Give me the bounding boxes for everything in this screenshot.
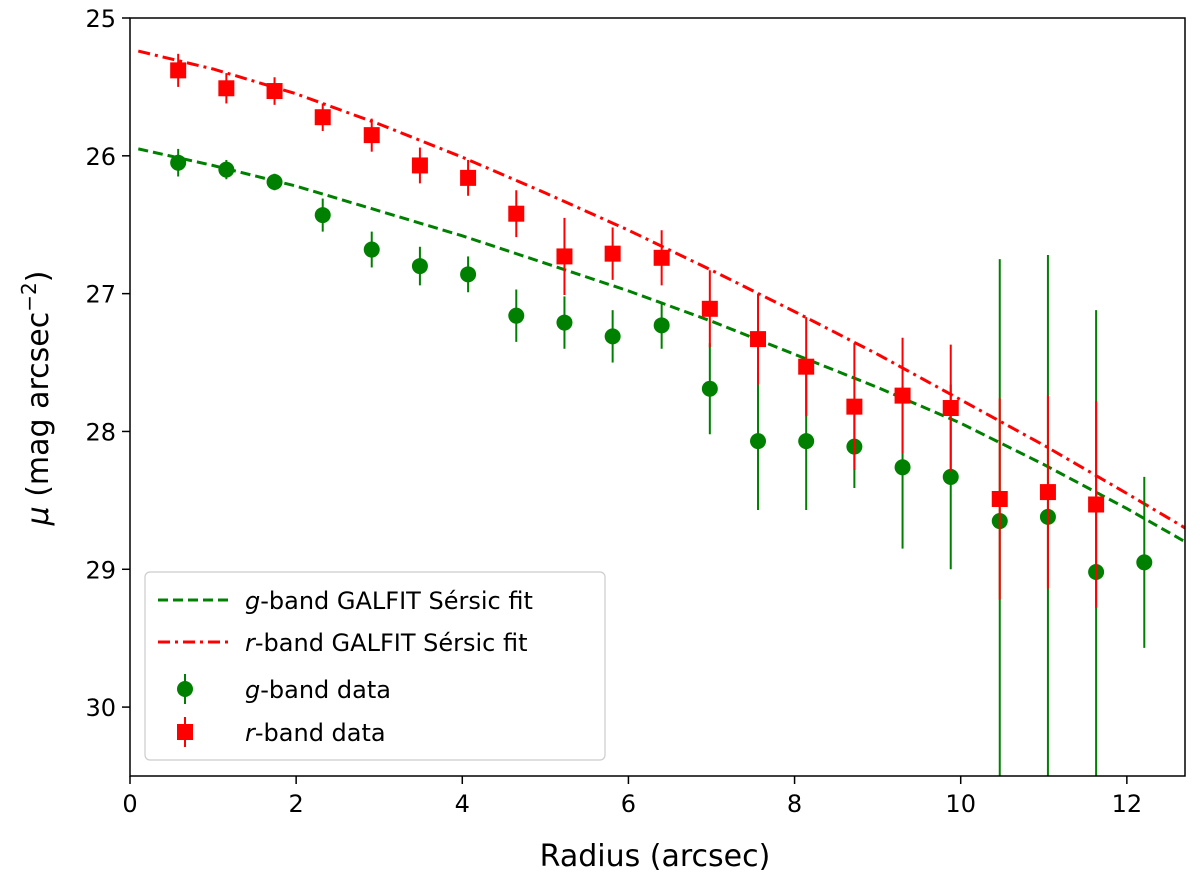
r-data-point <box>508 205 525 222</box>
g-data-point <box>170 154 187 171</box>
r-data-point <box>170 62 187 79</box>
y-axis-label-exponent: −2 <box>17 282 41 311</box>
axes-frame <box>129 17 1186 777</box>
legend-g-fit-text: -band GALFIT Sérsic fit <box>260 587 533 615</box>
g-data-point <box>363 241 380 258</box>
x-tick-label: 12 <box>1112 790 1143 818</box>
legend-r-fit-label: r-band GALFIT Sérsic fit <box>245 629 528 657</box>
r-data-point <box>218 80 235 97</box>
r-data-point <box>314 109 331 126</box>
r-data-point <box>460 169 477 186</box>
g-fit-curve <box>137 147 1185 544</box>
r-data-point <box>846 398 863 415</box>
legend-box <box>144 571 606 761</box>
x-tick-label: 4 <box>455 790 470 818</box>
y-axis-label-close: ) <box>21 271 56 283</box>
g-data-point <box>1136 554 1153 571</box>
r-data-point <box>363 127 380 144</box>
r-data-point <box>411 157 428 174</box>
y-axis-label-text: (mag arcsec <box>21 312 56 507</box>
g-data-point <box>604 328 621 345</box>
y-tick-label: 30 <box>85 694 116 722</box>
r-fit-curve <box>137 49 1185 530</box>
g-data-point <box>701 380 718 397</box>
legend-g-data-text: -band data <box>260 676 391 704</box>
r-data-point <box>556 248 573 265</box>
legend-r-data-text: -band data <box>255 719 386 747</box>
g-data-point <box>218 161 235 178</box>
g-data-point <box>894 459 911 476</box>
g-data-point <box>750 433 767 450</box>
g-data-point <box>556 314 573 331</box>
g-data-point <box>798 433 815 450</box>
g-data-point <box>314 207 331 224</box>
r-data-point <box>1039 484 1056 501</box>
x-tick-label: 8 <box>787 790 802 818</box>
g-data-point <box>460 266 477 283</box>
legend-r-data-label: r-band data <box>245 719 386 747</box>
y-tick-label: 28 <box>85 418 116 446</box>
legend-r-data-marker <box>177 724 193 740</box>
legend-g-data-label: g-band data <box>245 676 391 704</box>
legend: g-band GALFIT Sérsic fit r-band GALFIT S… <box>144 571 606 761</box>
legend-r-data-italic: r <box>245 719 257 747</box>
legend-r-fit-italic: r <box>245 629 257 657</box>
y-tick-label: 27 <box>85 281 116 309</box>
legend-g-data-italic: g <box>245 676 260 704</box>
r-data-point <box>942 400 959 417</box>
r-data-point <box>604 245 621 262</box>
axis-ticks: 0 2 4 6 8 10 12 25 26 27 28 29 30 <box>85 5 1142 818</box>
x-axis-label: Radius (arcsec) <box>540 839 771 874</box>
x-tick-label: 10 <box>945 790 976 818</box>
y-tick-label: 26 <box>85 143 116 171</box>
legend-g-fit-label: g-band GALFIT Sérsic fit <box>245 587 533 615</box>
r-data-point <box>894 387 911 404</box>
legend-g-fit-italic: g <box>245 587 260 615</box>
x-tick-label: 2 <box>289 790 304 818</box>
r-data-point <box>750 331 767 348</box>
r-data-point <box>798 358 815 375</box>
g-data-point <box>508 307 525 324</box>
g-data-point <box>266 174 283 191</box>
y-tick-label: 29 <box>85 556 116 584</box>
g-data-point <box>411 258 428 275</box>
r-data-point <box>1088 496 1105 513</box>
r-data-point <box>701 300 718 317</box>
plot-area <box>137 49 1185 776</box>
x-tick-label: 0 <box>122 790 137 818</box>
legend-g-data-marker <box>177 681 193 697</box>
x-tick-label: 6 <box>621 790 636 818</box>
g-data-point <box>942 468 959 485</box>
legend-r-fit-text: -band GALFIT Sérsic fit <box>255 629 528 657</box>
r-data-point <box>266 83 283 100</box>
y-axis-label: μ (mag arcsec−2) <box>17 271 56 527</box>
g-data-point <box>653 317 670 334</box>
r-data-point <box>653 249 670 266</box>
y-axis-label-symbol: μ <box>21 506 56 526</box>
y-tick-label: 25 <box>85 5 116 33</box>
r-data-point <box>991 490 1008 507</box>
